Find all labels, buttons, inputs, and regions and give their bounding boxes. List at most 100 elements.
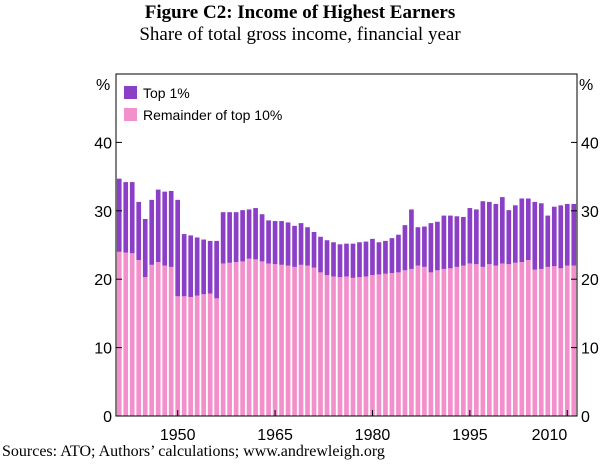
y-tick-label-left: 30 xyxy=(94,204,112,221)
bar-top1-1968 xyxy=(292,225,297,267)
bar-remainder-1943 xyxy=(129,253,135,416)
bar-top1-1975 xyxy=(337,244,343,278)
bar-top1-1959 xyxy=(233,212,239,263)
bar-top1-1987 xyxy=(415,227,421,266)
chart-title: Figure C2: Income of Highest Earners xyxy=(144,2,456,23)
bar-top1-1963 xyxy=(259,214,265,262)
bar-remainder-1962 xyxy=(253,259,258,416)
y-tick-label-right: 10 xyxy=(581,341,599,358)
bar-top1-2011 xyxy=(571,203,577,266)
bar-remainder-1995 xyxy=(467,263,473,416)
bar-top1-1979 xyxy=(363,241,369,277)
legend-swatch-top1 xyxy=(124,86,137,99)
bar-top1-1957 xyxy=(220,212,226,264)
bar-top1-1978 xyxy=(357,242,362,278)
bar-top1-2005 xyxy=(532,201,538,270)
bar-remainder-1984 xyxy=(396,272,401,416)
bar-top1-1973 xyxy=(324,240,330,276)
bar-remainder-1999 xyxy=(493,265,499,416)
bar-top1-1941 xyxy=(116,178,122,252)
bar-top1-1989 xyxy=(428,223,434,273)
y-tick-label-right: 40 xyxy=(581,135,599,152)
bar-top1-1952 xyxy=(188,235,193,297)
bar-top1-1995 xyxy=(467,208,473,264)
bar-remainder-2003 xyxy=(519,262,525,416)
bar-remainder-1994 xyxy=(461,265,466,416)
bar-remainder-1982 xyxy=(383,273,388,416)
x-tick-label: 1950 xyxy=(160,427,196,444)
bar-remainder-1974 xyxy=(331,276,336,416)
legend-label-remainder: Remainder of top 10% xyxy=(143,107,282,123)
bar-top1-2009 xyxy=(558,205,564,269)
bar-remainder-1981 xyxy=(376,274,382,416)
plot-frame xyxy=(115,73,578,417)
bar-remainder-1968 xyxy=(292,266,297,416)
bar-top1-1967 xyxy=(285,222,291,266)
bar-top1-2008 xyxy=(551,206,557,267)
bar-remainder-1970 xyxy=(305,265,310,416)
bar-remainder-1959 xyxy=(233,262,239,416)
x-tick-label: 1980 xyxy=(355,427,391,444)
bar-remainder-1973 xyxy=(324,275,330,416)
bar-remainder-1977 xyxy=(350,277,356,416)
bar-remainder-1980 xyxy=(370,275,375,416)
bar-remainder-2010 xyxy=(564,265,570,416)
bar-remainder-1998 xyxy=(487,264,492,416)
bar-top1-1951 xyxy=(181,234,187,297)
bar-remainder-2004 xyxy=(525,260,531,416)
bar-top1-1972 xyxy=(318,236,323,273)
bar-remainder-1991 xyxy=(441,268,447,416)
bar-remainder-1989 xyxy=(428,272,434,416)
bar-top1-1970 xyxy=(305,227,310,266)
bar-remainder-1958 xyxy=(227,262,232,416)
bar-remainder-1986 xyxy=(409,268,414,416)
bar-top1-1949 xyxy=(168,190,174,267)
bar-remainder-1996 xyxy=(474,264,479,416)
bar-remainder-2001 xyxy=(506,264,512,416)
bar-remainder-2008 xyxy=(551,266,557,416)
bar-remainder-2000 xyxy=(499,263,505,416)
bar-remainder-1949 xyxy=(168,266,174,416)
bar-top1-1955 xyxy=(207,240,213,294)
bar-top1-2007 xyxy=(545,215,551,267)
bar-top1-1966 xyxy=(279,221,284,265)
bar-remainder-1993 xyxy=(454,266,460,416)
bar-top1-1974 xyxy=(331,242,336,277)
bar-top1-1988 xyxy=(422,226,427,267)
bar-top1-1961 xyxy=(246,209,252,259)
bar-top1-2000 xyxy=(499,197,505,264)
bar-top1-1950 xyxy=(175,199,181,297)
bar-top1-1971 xyxy=(311,232,317,268)
bar-top1-1999 xyxy=(493,203,499,266)
legend-swatch-remainder xyxy=(124,108,137,121)
bar-top1-1983 xyxy=(389,238,395,274)
bar-top1-1984 xyxy=(396,234,401,273)
bar-remainder-1983 xyxy=(389,273,395,416)
bar-top1-2010 xyxy=(564,203,570,266)
bar-remainder-1946 xyxy=(149,264,155,416)
bar-top1-1946 xyxy=(149,199,155,265)
bar-top1-1942 xyxy=(123,182,129,253)
chart-subtitle: Share of total gross income, financial y… xyxy=(139,24,461,45)
ticks-group: 0 0 10 10 20 20 30 30 40 40 1950 1965 1980 1995 2010 xyxy=(94,135,599,444)
bar-top1-1998 xyxy=(487,201,492,265)
bar-remainder-1975 xyxy=(337,277,343,416)
bar-remainder-1961 xyxy=(246,258,252,416)
bar-remainder-1967 xyxy=(285,265,291,416)
bar-remainder-1988 xyxy=(422,266,427,416)
bar-top1-1992 xyxy=(448,215,453,269)
x-tick-label: 1965 xyxy=(257,427,293,444)
bar-remainder-1969 xyxy=(298,264,304,416)
sources-note: Sources: ATO; Authors’ calculations; www… xyxy=(2,443,385,460)
bar-top1-1990 xyxy=(435,221,440,271)
bar-top1-1947 xyxy=(155,189,161,263)
bar-top1-1994 xyxy=(461,216,466,266)
bar-top1-1943 xyxy=(129,182,135,254)
y-tick-label-right: 0 xyxy=(581,409,590,426)
bar-remainder-2009 xyxy=(558,268,564,416)
bar-remainder-2005 xyxy=(532,269,538,416)
bar-top1-2002 xyxy=(512,205,518,263)
bar-remainder-2007 xyxy=(545,266,551,416)
legend-label-top1: Top 1% xyxy=(143,85,190,101)
